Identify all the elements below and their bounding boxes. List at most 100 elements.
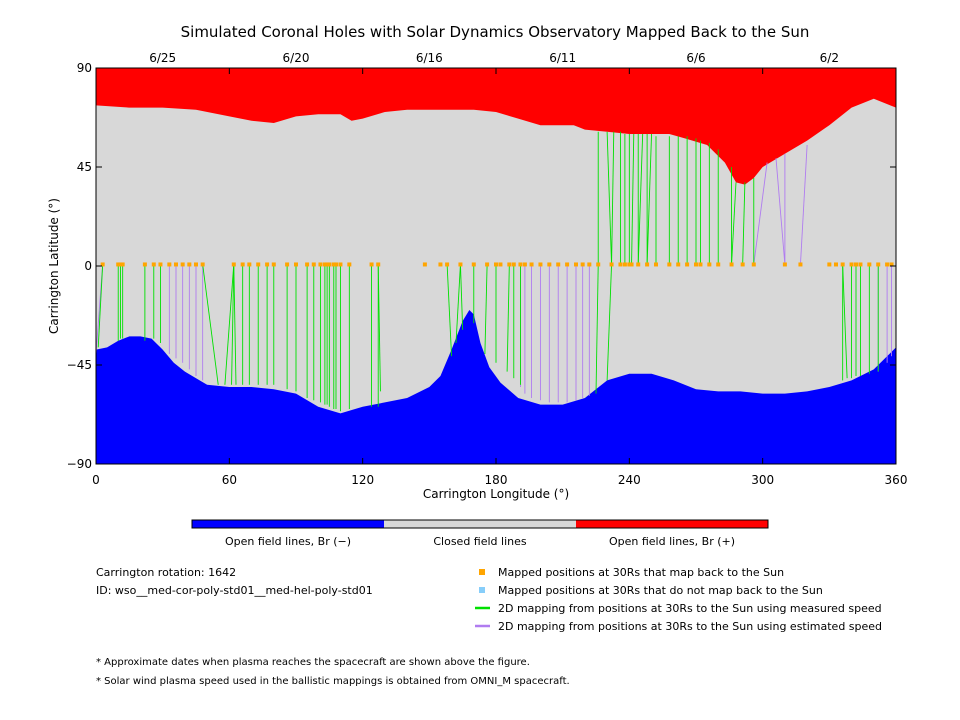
y-axis-ticks: −90 −45 0 45 90 xyxy=(67,61,896,471)
measured-mapping-line xyxy=(233,264,237,385)
measured-mapping-line xyxy=(637,133,644,265)
measured-mapping-line xyxy=(731,182,737,265)
mapped-point xyxy=(629,262,634,267)
mapped-point xyxy=(347,262,352,267)
mapped-point xyxy=(116,262,121,267)
mapped-point xyxy=(369,262,374,267)
mapped-point xyxy=(422,262,427,267)
mapped-point xyxy=(311,262,316,267)
mapped-point xyxy=(151,262,156,267)
mapped-point xyxy=(854,262,858,267)
mapped-point xyxy=(285,262,290,267)
chart-title: Simulated Coronal Holes with Solar Dynam… xyxy=(181,23,810,41)
mapped-point xyxy=(142,262,147,267)
mapped-point xyxy=(174,262,178,267)
mapped-point xyxy=(596,262,601,267)
measured-mapping-line xyxy=(631,133,635,265)
measured-mapping-line xyxy=(446,264,453,357)
mapped-point xyxy=(187,262,192,267)
mapped-point xyxy=(782,262,787,267)
x-tick-label: 300 xyxy=(751,473,774,487)
mapped-point xyxy=(834,262,838,267)
mapped-point xyxy=(565,262,570,267)
mapped-point xyxy=(438,262,443,267)
x-axis-ticks: 0 60 120 180 240 300 360 xyxy=(92,68,907,487)
y-axis-title: Carrington Latitude (°) xyxy=(47,198,61,334)
colorbar-label-negative: Open field lines, Br (−) xyxy=(225,535,351,548)
date-tick-label: 6/2 xyxy=(820,51,839,65)
measured-mapping-line xyxy=(611,131,615,265)
mapped-point xyxy=(325,262,330,267)
mapped-point xyxy=(547,262,552,267)
mapped-point xyxy=(574,262,578,267)
measured-mapping-line xyxy=(506,264,510,372)
mapped-point xyxy=(120,262,125,267)
mapped-point xyxy=(698,262,703,267)
mapped-point xyxy=(636,262,641,267)
mapped-point xyxy=(529,262,534,267)
estimated-mapping-line xyxy=(799,144,808,265)
mapped-point xyxy=(318,262,323,267)
mapped-point xyxy=(751,262,756,267)
mapped-point xyxy=(716,262,721,267)
measured-mapping-line xyxy=(97,264,104,348)
mapping-lines xyxy=(95,131,893,412)
mapped-point xyxy=(322,262,327,267)
measured-mapping-line xyxy=(595,264,599,394)
mapped-point xyxy=(609,262,614,267)
positive-coronal-hole xyxy=(96,68,896,185)
mapped-point xyxy=(707,262,712,267)
mapped-point xyxy=(240,262,245,267)
colorbar-positive xyxy=(576,520,768,528)
measured-mapping-line xyxy=(742,182,746,265)
carrington-rotation: Carrington rotation: 1642 xyxy=(96,566,236,579)
legend-estimated-label: 2D mapping from positions at 30Rs to the… xyxy=(498,620,882,633)
mapped-point xyxy=(294,262,298,267)
mapped-point xyxy=(849,262,854,267)
mapped-point xyxy=(556,262,561,267)
estimated-mapping-line xyxy=(753,162,768,265)
mapped-point xyxy=(627,262,632,267)
mapped-point xyxy=(445,262,450,267)
mapped-point xyxy=(654,262,658,267)
measured-mapping-line xyxy=(224,264,235,385)
mapped-point xyxy=(685,262,690,267)
mapped-point xyxy=(180,262,185,267)
mapped-point xyxy=(256,262,261,267)
mapped-point xyxy=(622,262,627,267)
y-tick-label: 0 xyxy=(84,259,92,273)
mapped-point xyxy=(587,262,592,267)
mapped-point xyxy=(798,262,803,267)
date-tick-label: 6/16 xyxy=(416,51,443,65)
plot-area xyxy=(95,67,897,465)
mapped-point xyxy=(271,262,276,267)
negative-coronal-hole xyxy=(96,310,896,464)
x-tick-label: 120 xyxy=(351,473,374,487)
legend-measured-label: 2D mapping from positions at 30Rs to the… xyxy=(498,602,882,615)
mapped-point xyxy=(667,262,672,267)
measured-mapping-line xyxy=(484,264,488,355)
y-tick-label: 45 xyxy=(77,160,92,174)
mapped-point xyxy=(522,262,527,267)
mapped-point xyxy=(334,262,338,267)
measured-mapping-line xyxy=(646,133,653,265)
measured-mapping-line xyxy=(459,264,464,330)
mapped-point xyxy=(327,262,332,267)
x-tick-label: 60 xyxy=(222,473,237,487)
y-tick-label: 90 xyxy=(77,61,92,75)
mapped-point xyxy=(885,262,890,267)
date-tick-label: 6/25 xyxy=(149,51,176,65)
mapped-point xyxy=(485,262,490,267)
mapped-point xyxy=(100,262,105,267)
model-id: ID: wso__med-cor-poly-std01__med-hel-pol… xyxy=(96,584,373,597)
measured-mapping-line xyxy=(231,264,235,385)
x-tick-label: 180 xyxy=(485,473,508,487)
measured-mapping-line xyxy=(842,264,848,379)
mapped-point xyxy=(498,262,503,267)
x-axis-title: Carrington Longitude (°) xyxy=(423,487,569,501)
mapped-point xyxy=(231,262,236,267)
mapped-point xyxy=(538,262,543,267)
x-tick-label: 0 xyxy=(92,473,100,487)
y-tick-label: −90 xyxy=(67,457,92,471)
mapped-point xyxy=(827,262,832,267)
